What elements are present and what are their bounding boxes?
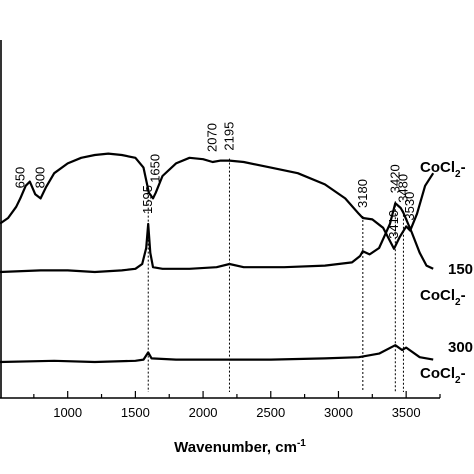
series-label: CoCl2- xyxy=(420,159,466,180)
peak-label: 3530 xyxy=(402,192,417,221)
x-tick-label: 1000 xyxy=(53,405,82,420)
spectrum-line-3 xyxy=(0,344,434,364)
series-prefix: 300 xyxy=(448,339,473,356)
x-tick-label: 3000 xyxy=(324,405,353,420)
peak-label: 3180 xyxy=(355,179,370,208)
series-label: CoCl2- xyxy=(420,365,466,386)
spectrum-line-2 xyxy=(0,202,434,274)
x-tick-label: 1500 xyxy=(121,405,150,420)
series-label: CoCl2- xyxy=(420,287,466,308)
series-labels: CoCl2- 150 CoCl2- 300 CoCl2- xyxy=(420,159,473,386)
peak-label: 3480 xyxy=(395,174,410,203)
spectra xyxy=(0,152,435,364)
series-prefix: 150 xyxy=(448,261,473,278)
peak-label: 3410 xyxy=(386,210,401,239)
x-tick-label: 3500 xyxy=(392,405,421,420)
peak-label: 1650 xyxy=(148,154,163,183)
reference-lines xyxy=(147,158,404,392)
x-axis-title: Wavenumber, cm-1 xyxy=(174,438,306,456)
spectrum-line-1 xyxy=(0,152,435,250)
peak-label: 1595 xyxy=(140,185,155,214)
peak-label: 2070 xyxy=(205,123,220,152)
peak-label: 3420 xyxy=(387,164,402,193)
x-axis: 1000 1500 2000 2500 3000 3500 xyxy=(0,40,441,420)
peak-label: 2195 xyxy=(222,122,237,151)
x-tick-label: 2500 xyxy=(256,405,285,420)
peak-label: 800 xyxy=(33,167,48,189)
x-tick-label: 2000 xyxy=(189,405,218,420)
peak-label: 650 xyxy=(12,167,27,189)
